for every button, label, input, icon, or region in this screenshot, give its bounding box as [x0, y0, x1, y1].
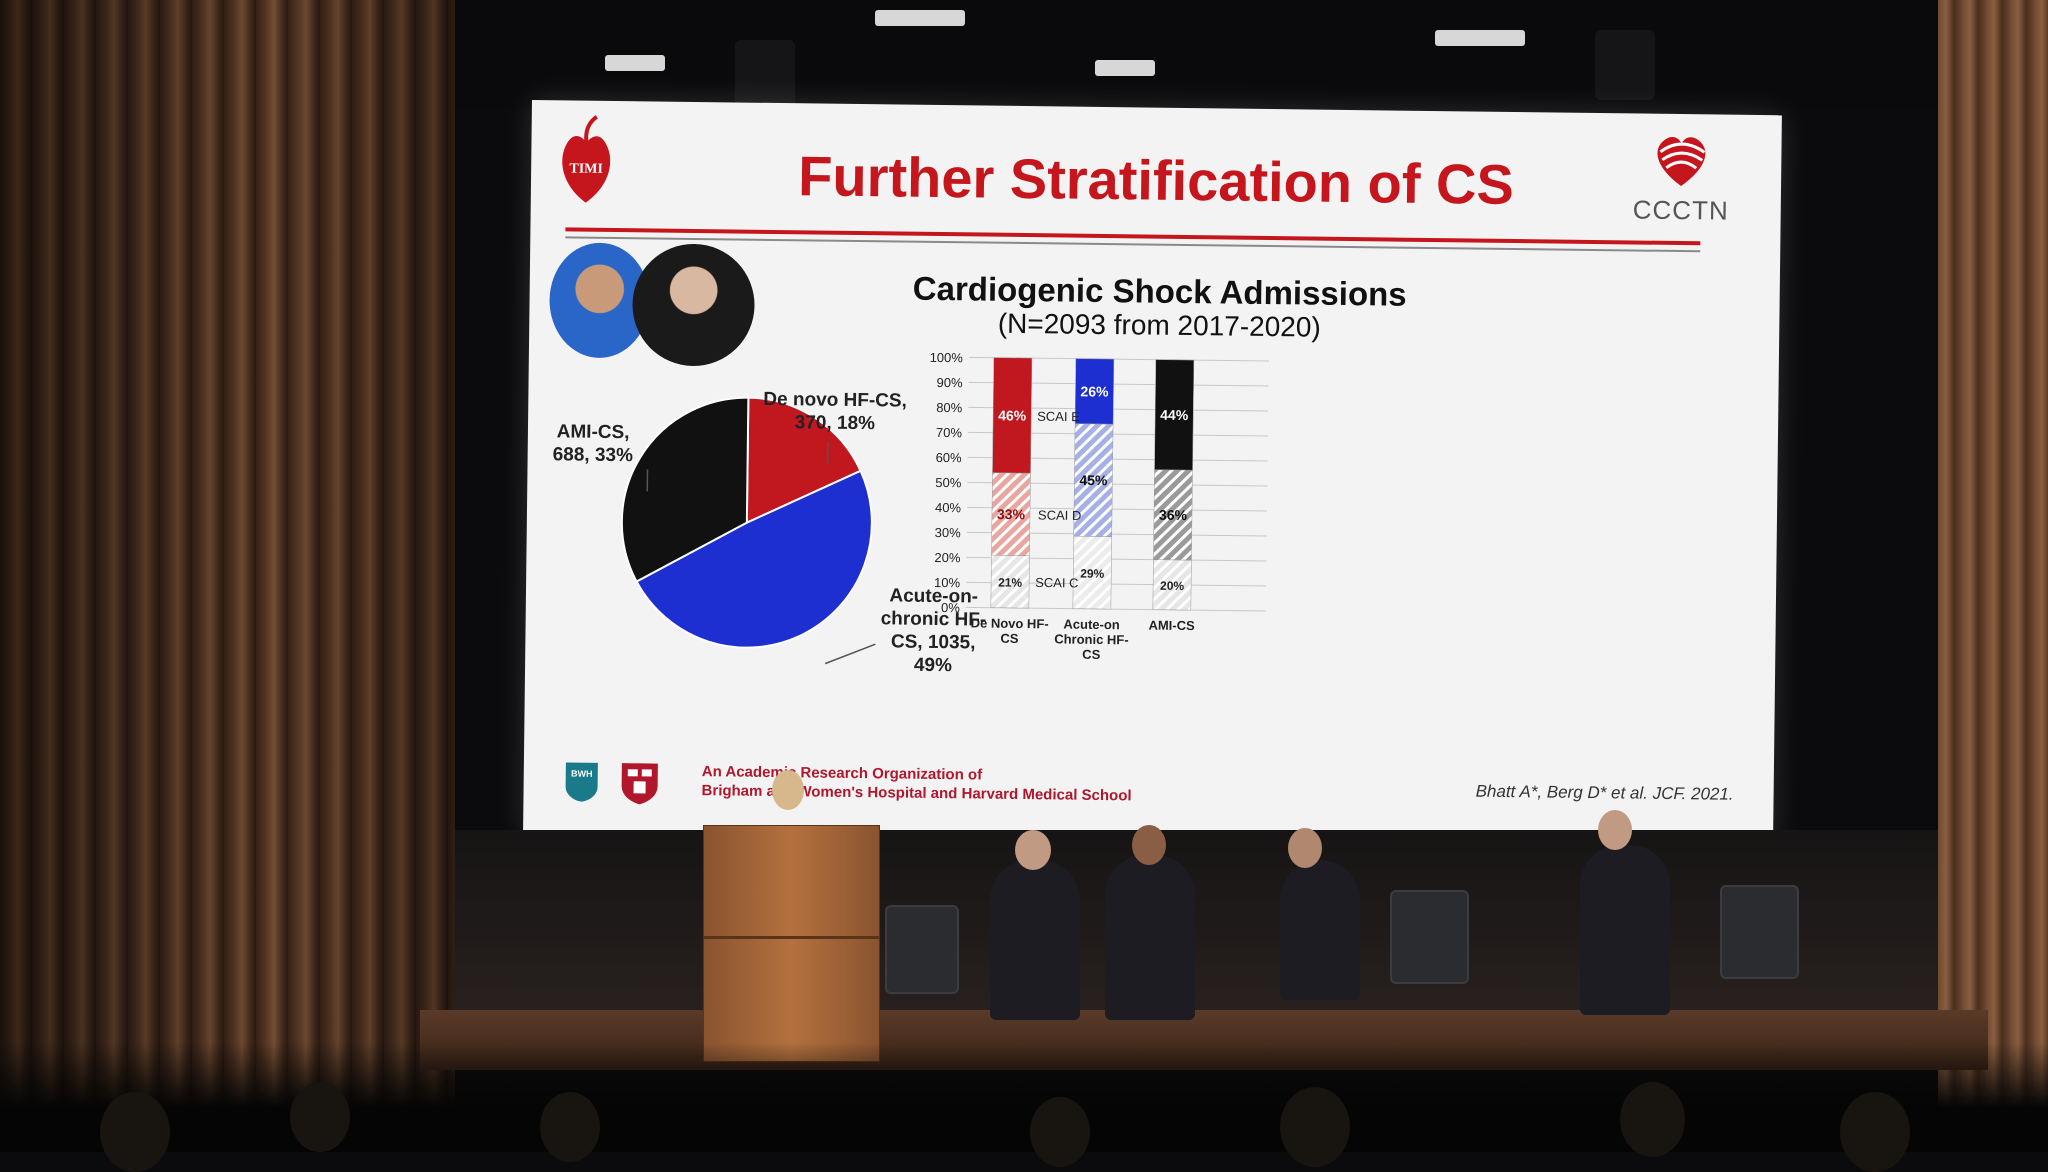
series-label: SCAI E	[1037, 409, 1080, 425]
ceiling-light	[605, 55, 665, 71]
y-tick-label: 60%	[936, 450, 963, 465]
y-tick-label: 0%	[941, 600, 960, 615]
ceiling-light	[875, 10, 965, 26]
y-tick-label: 10%	[934, 575, 961, 590]
ccctn-heart-icon	[1646, 128, 1717, 189]
footer-organization: An Academic Research Organization of Bri…	[701, 762, 1131, 805]
ceiling-light	[1435, 30, 1525, 46]
stage-backdrop	[455, 830, 1938, 1040]
bar-value-label: 33%	[997, 506, 1026, 522]
y-tick-label: 30%	[935, 525, 962, 540]
stage-lamp	[1595, 30, 1655, 100]
citation: Bhatt A*, Berg D* et al. JCF. 2021.	[1476, 782, 1734, 805]
x-category-label: Chronic HF-	[1054, 631, 1129, 647]
wood-wall-right	[1938, 0, 2048, 1152]
ccctn-logo: CCCTN	[1626, 127, 1737, 228]
chair	[1390, 890, 1469, 984]
y-tick-label: 50%	[935, 475, 962, 490]
y-tick-label: 90%	[936, 375, 963, 390]
bar-value-label: 46%	[998, 407, 1027, 423]
series-label: SCAI C	[1035, 575, 1079, 591]
y-tick-label: 80%	[936, 400, 963, 415]
stacked-bar-chart: 0% 10% 20% 30% 40% 50% 60% 70% 80% 90% 100% 21% 33% 4…	[905, 345, 1409, 681]
bwh-logo-text: BWH	[571, 769, 593, 779]
bar-value-label: 20%	[1160, 579, 1185, 593]
y-tick-label: 100%	[930, 350, 964, 365]
stage-lamp	[735, 40, 795, 110]
hms-shield-logo	[619, 761, 660, 805]
wood-wall-left	[0, 0, 455, 1152]
ceiling	[455, 0, 1938, 110]
bar-value-label: 26%	[1080, 383, 1109, 399]
x-category-label: CS	[1082, 647, 1101, 662]
bar-value-label: 21%	[998, 575, 1023, 589]
bar-value-label: 45%	[1079, 472, 1108, 488]
x-category-label: AMI-CS	[1148, 618, 1195, 634]
ceiling-light	[1095, 60, 1155, 76]
audience	[0, 1042, 2048, 1152]
x-category-label: CS	[1000, 631, 1019, 646]
x-category-label: Acute-on	[1063, 617, 1120, 633]
ccctn-logo-text: CCCTN	[1626, 194, 1736, 226]
panelist	[1280, 860, 1360, 1000]
y-tick-label: 70%	[936, 425, 963, 440]
chair	[1720, 885, 1799, 979]
speaker-head	[772, 770, 804, 810]
bar-value-label: 36%	[1159, 507, 1188, 523]
series-label: SCAI D	[1038, 507, 1082, 523]
panelist	[1580, 845, 1670, 1015]
bar-value-label: 44%	[1160, 407, 1189, 423]
bar-value-label: 29%	[1080, 566, 1105, 580]
panelist-head	[1288, 828, 1322, 868]
bwh-logo: BWH	[563, 760, 600, 802]
y-tick-label: 20%	[934, 550, 961, 565]
chair	[885, 905, 959, 994]
y-tick-label: 40%	[935, 500, 962, 515]
panelist	[1105, 855, 1195, 1020]
panelist-head	[1132, 825, 1166, 865]
x-category-label: De Novo HF-	[971, 615, 1049, 631]
podium	[703, 825, 880, 1062]
panelist-head	[1598, 810, 1632, 850]
projection-screen: TIMI Further Stratification of CS CCCTN …	[523, 100, 1782, 845]
panelist	[990, 860, 1080, 1020]
panelist-head	[1015, 830, 1051, 870]
